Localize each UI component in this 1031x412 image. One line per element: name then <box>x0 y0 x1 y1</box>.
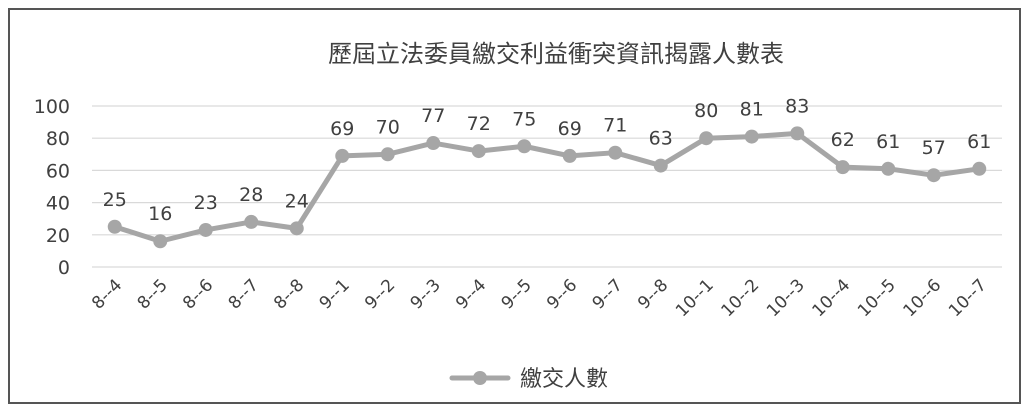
y-tick-label: 100 <box>34 96 70 118</box>
x-tick-label: 9--5 <box>498 275 536 313</box>
x-tick-label: 10--1 <box>672 275 718 321</box>
x-tick-label: 10--3 <box>763 275 809 321</box>
x-tick-label: 10--2 <box>718 275 764 321</box>
x-tick-label: 10--5 <box>854 275 900 321</box>
data-label: 25 <box>103 189 127 211</box>
x-tick-label: 9--1 <box>316 275 354 313</box>
data-point <box>881 161 896 176</box>
x-tick-label: 10--4 <box>809 275 855 321</box>
data-point <box>562 148 577 163</box>
data-label: 69 <box>558 118 582 140</box>
x-tick-label: 9--8 <box>634 275 672 313</box>
x-tick-label: 8--6 <box>179 275 217 313</box>
data-point <box>107 219 122 234</box>
data-point <box>380 147 395 162</box>
data-point <box>517 139 532 154</box>
data-point <box>926 168 941 183</box>
data-label: 80 <box>694 100 718 122</box>
data-label: 28 <box>239 184 263 206</box>
x-tick-label: 10--7 <box>945 275 991 321</box>
x-tick-label: 9--6 <box>543 275 581 313</box>
data-label: 62 <box>831 129 855 151</box>
data-label: 57 <box>922 137 946 159</box>
chart-frame <box>8 8 1021 404</box>
data-point <box>653 158 668 173</box>
series-line <box>112 130 982 244</box>
data-point <box>335 148 350 163</box>
data-point <box>744 129 759 144</box>
chart-title: 歷屆立法委員繳交利益衝突資訊揭露人數表 <box>328 40 784 68</box>
y-tick-label: 40 <box>46 193 70 215</box>
data-point <box>699 131 714 146</box>
data-point <box>244 214 259 229</box>
y-tick-label: 0 <box>58 257 70 279</box>
x-axis: 8--4 8--5 8--6 8--7 8--8 9--1 9--2 9--3 9--4 9--5… <box>88 275 991 321</box>
x-tick-label: 8--4 <box>88 275 126 313</box>
data-point <box>153 234 168 249</box>
data-label: 63 <box>649 128 673 150</box>
data-point <box>198 222 213 237</box>
data-point <box>972 161 987 176</box>
x-tick-label: 8--7 <box>225 275 263 313</box>
data-point <box>289 221 304 236</box>
data-label: 69 <box>330 118 354 140</box>
data-label: 61 <box>876 131 900 153</box>
data-label: 24 <box>285 190 309 212</box>
x-tick-label: 8--8 <box>270 275 308 313</box>
x-tick-label: 9--3 <box>407 275 445 313</box>
x-tick-label: 9--2 <box>361 275 399 313</box>
data-point <box>790 126 805 141</box>
legend-label: 繳交人數 <box>520 367 608 392</box>
series-group: 25 16 23 28 24 69 70 77 72 75 69 71 63 80 81 83 62 61 57 61 <box>103 95 991 249</box>
x-tick-label: 8--5 <box>134 275 172 313</box>
x-tick-label: 10--6 <box>900 275 946 321</box>
legend-marker-icon <box>473 371 487 385</box>
data-label: 71 <box>603 115 627 137</box>
data-point <box>471 144 486 159</box>
x-tick-label: 9--7 <box>589 275 627 313</box>
data-point <box>608 145 623 160</box>
y-tick-label: 20 <box>46 225 70 247</box>
data-label: 77 <box>421 105 445 127</box>
data-point <box>835 160 850 175</box>
y-axis: 0 20 40 60 80 100 <box>34 96 70 279</box>
data-point <box>426 136 441 151</box>
data-label: 16 <box>148 203 172 225</box>
legend: 繳交人數 <box>449 367 608 392</box>
data-label: 23 <box>194 192 218 214</box>
x-tick-label: 9--4 <box>452 275 490 313</box>
data-label: 75 <box>512 108 536 130</box>
y-tick-label: 80 <box>46 128 70 150</box>
gridlines <box>92 105 1002 268</box>
data-label: 81 <box>740 99 764 121</box>
y-tick-label: 60 <box>46 160 70 182</box>
data-label: 83 <box>785 95 809 117</box>
data-label: 70 <box>376 116 400 138</box>
data-label: 61 <box>967 131 991 153</box>
data-label: 72 <box>467 113 491 135</box>
